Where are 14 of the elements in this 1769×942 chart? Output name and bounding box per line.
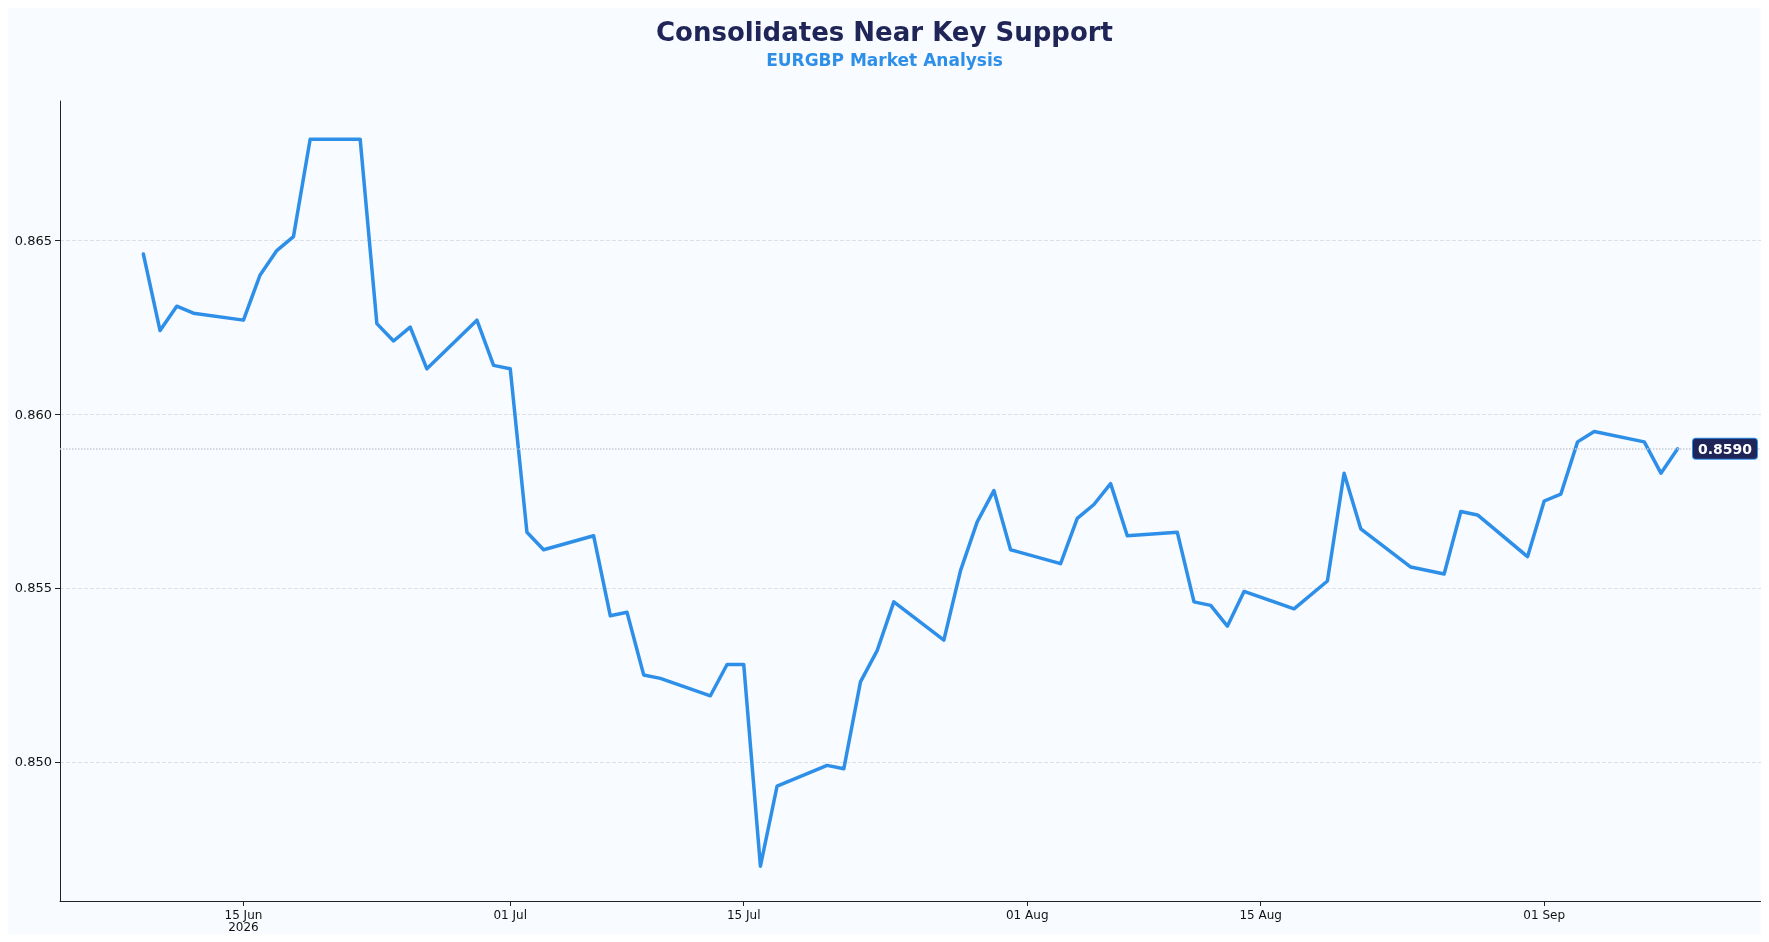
line-series [141,137,1680,868]
x-tick-label: 15 Aug [1239,908,1282,922]
ref-line-label: 0.8590 [1697,440,1753,457]
x-tick-label: 15 Jul [726,908,761,922]
y-tick-label: 0.855 [14,580,52,596]
chart-subtitle: EURGBP Market Analysis [766,49,1003,70]
chart-title: Consolidates Near Key Support [655,17,1114,47]
y-tick-label: 0.865 [14,232,52,248]
x-tick-label: 01 Aug [1005,908,1049,922]
y-tick-label: 0.860 [14,406,52,422]
y-tick-label: 0.850 [14,754,52,770]
x-tick-label: 01 Sep [1523,908,1566,922]
x-tick-label: 01 Jul [493,908,528,922]
x-tick-label: 15 Jun 2026 [224,908,263,934]
